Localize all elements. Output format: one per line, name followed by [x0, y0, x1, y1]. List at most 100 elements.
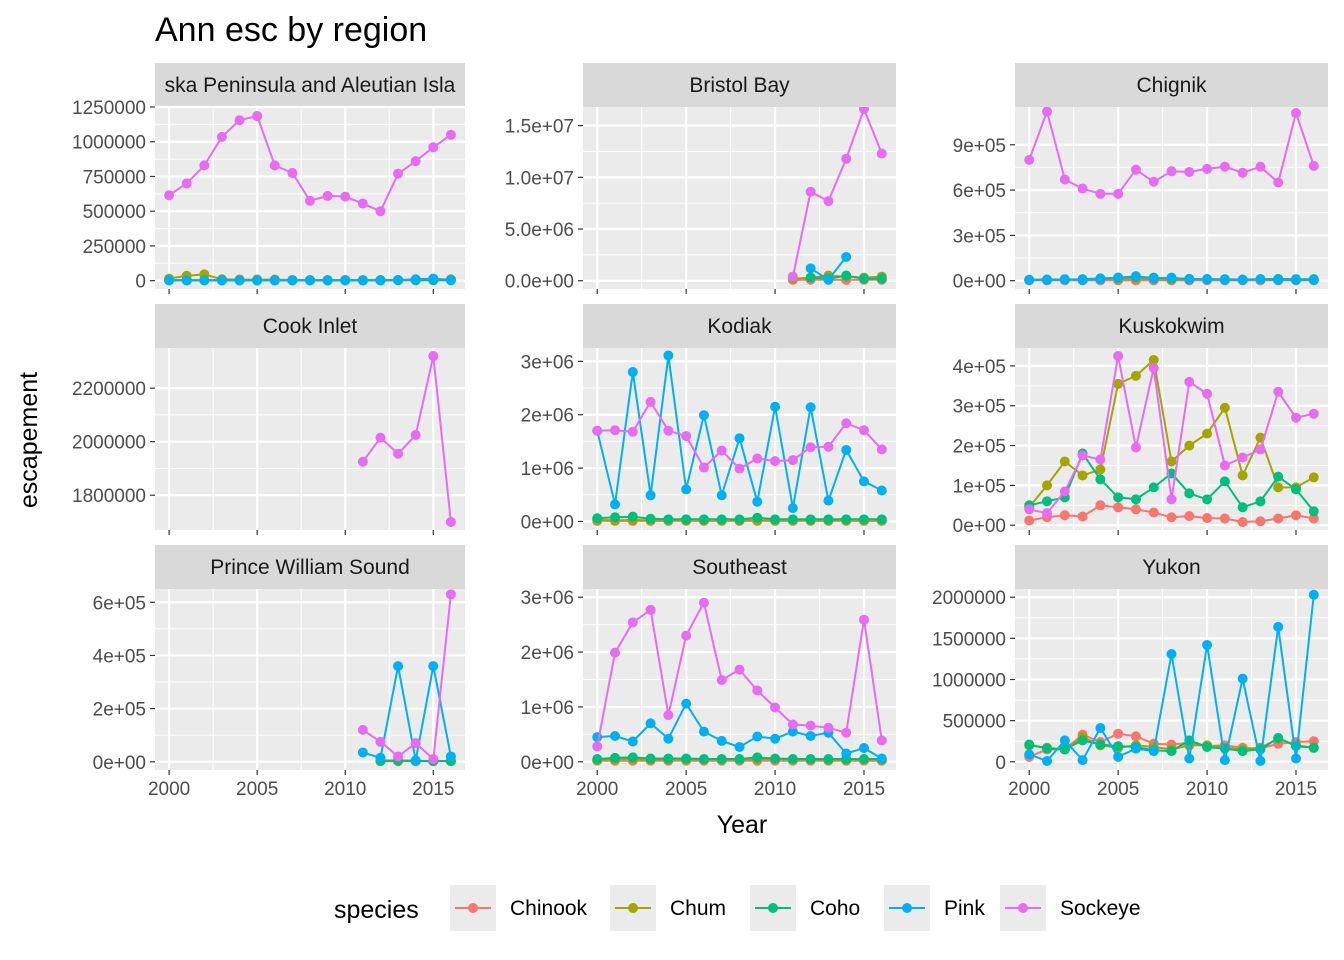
- data-point-sockeye: [1059, 486, 1070, 497]
- data-point-chinook: [1290, 510, 1301, 521]
- data-point-sockeye: [858, 425, 869, 436]
- data-point-pink: [1130, 743, 1141, 754]
- data-point-pink: [1077, 274, 1088, 285]
- data-point-sockeye: [1148, 362, 1159, 373]
- data-point-sockeye: [428, 351, 439, 362]
- data-point-pink: [876, 753, 887, 764]
- series-layer: [357, 351, 456, 527]
- data-point-pink: [627, 367, 638, 378]
- x-tick-label: 2015: [412, 779, 454, 800]
- data-point-coho: [805, 514, 816, 525]
- data-point-coho: [1273, 732, 1284, 743]
- data-point-coho: [627, 511, 638, 522]
- data-point-coho: [1059, 744, 1070, 755]
- data-point-coho: [1273, 471, 1284, 482]
- data-point-sockeye: [1255, 444, 1266, 455]
- data-point-coho: [1113, 741, 1124, 752]
- data-point-sockeye: [1095, 454, 1106, 465]
- data-point-pink: [340, 275, 351, 286]
- data-point-coho: [716, 514, 727, 525]
- x-axis-title: Year: [717, 811, 768, 839]
- data-point-sockeye: [805, 186, 816, 197]
- data-point-sockeye: [787, 719, 798, 730]
- y-tick-label: 2000000: [932, 588, 1006, 609]
- data-point-pink: [322, 275, 333, 286]
- y-tick-label: 4e+05: [93, 646, 146, 667]
- data-point-chum: [1219, 402, 1230, 413]
- data-point-chinook: [1219, 513, 1230, 524]
- data-point-pink: [305, 275, 315, 286]
- data-point-chinook: [1237, 517, 1248, 528]
- data-point-chinook: [1113, 728, 1124, 739]
- x-tick-label: 2010: [1186, 779, 1228, 800]
- data-point-pink: [1024, 274, 1035, 285]
- data-point-coho: [858, 514, 869, 525]
- data-point-coho: [823, 514, 834, 525]
- data-point-sockeye: [216, 131, 227, 142]
- data-point-sockeye: [340, 191, 351, 202]
- y-axis-title: escapement: [15, 372, 43, 508]
- data-point-chinook: [1130, 731, 1141, 742]
- data-point-sockeye: [823, 722, 834, 733]
- data-point-pink: [823, 495, 834, 506]
- data-point-coho: [663, 753, 674, 764]
- y-tick-label: 1.0e+07: [505, 168, 574, 189]
- y-tick-label: 500000: [943, 712, 1006, 733]
- legend-label: Chinook: [510, 897, 588, 920]
- data-point-sockeye: [592, 425, 603, 436]
- data-point-sockeye: [592, 741, 603, 752]
- data-point-pink: [858, 476, 869, 487]
- data-point-chum: [1308, 472, 1319, 483]
- data-point-sockeye: [1042, 508, 1053, 519]
- data-point-chinook: [1308, 513, 1319, 524]
- data-point-sockeye: [445, 516, 456, 527]
- data-point-pink: [164, 275, 175, 286]
- y-tick-label: 9e+05: [953, 136, 1006, 157]
- data-point-chum: [1095, 464, 1106, 475]
- data-point-coho: [610, 512, 621, 523]
- data-point-pink: [1273, 621, 1284, 632]
- data-point-pink: [1042, 274, 1053, 285]
- y-tick-label: 0e+00: [953, 272, 1006, 293]
- data-point-pink: [1042, 755, 1053, 766]
- facet-strip-label: ska Peninsula and Aleutian Isla: [165, 74, 456, 97]
- data-point-sockeye: [752, 453, 763, 464]
- facet-strip: [1015, 304, 1328, 348]
- data-point-pink: [663, 733, 674, 744]
- y-tick-label: 3e+06: [521, 588, 574, 609]
- y-tick-label: 2000000: [72, 433, 146, 454]
- panel-kodiak: Kodiak 0e+00 1e+06 2e+06 3e+06: [521, 304, 896, 535]
- data-point-pink: [1255, 755, 1266, 766]
- legend: species Chinook Chum Coho Pink Sockeye: [334, 885, 1141, 931]
- legend-key-point: [902, 903, 912, 913]
- data-point-sockeye: [1130, 442, 1141, 453]
- data-point-pink: [357, 275, 368, 286]
- data-point-pink: [269, 275, 280, 286]
- data-point-pink: [1308, 274, 1319, 285]
- data-point-pink: [876, 485, 887, 496]
- data-point-sockeye: [823, 441, 834, 452]
- data-point-pink: [787, 503, 798, 514]
- data-point-chinook: [1024, 515, 1035, 526]
- data-point-coho: [698, 514, 709, 525]
- data-point-pink: [770, 401, 781, 412]
- panel-prince-william-sound: Prince William Sound 2000 2005 2010 2015 0e+0…: [93, 545, 465, 800]
- data-point-chum: [1077, 470, 1088, 481]
- data-point-coho: [592, 754, 603, 765]
- data-point-pink: [1255, 274, 1266, 285]
- data-point-sockeye: [1237, 167, 1248, 178]
- data-point-sockeye: [734, 664, 745, 675]
- y-tick-label: 0e+00: [521, 753, 574, 774]
- data-point-pink: [734, 741, 745, 752]
- data-point-coho: [592, 513, 603, 524]
- data-point-sockeye: [1184, 166, 1195, 177]
- data-point-sockeye: [770, 456, 781, 467]
- y-tick-label: 2e+06: [521, 643, 574, 664]
- data-point-sockeye: [1148, 176, 1159, 187]
- data-point-pink: [1290, 274, 1301, 285]
- data-point-chinook: [1255, 516, 1266, 527]
- data-point-sockeye: [752, 685, 763, 696]
- x-tick-label: 2005: [1097, 779, 1139, 800]
- data-point-pink: [1148, 746, 1159, 757]
- data-point-pink: [234, 275, 245, 286]
